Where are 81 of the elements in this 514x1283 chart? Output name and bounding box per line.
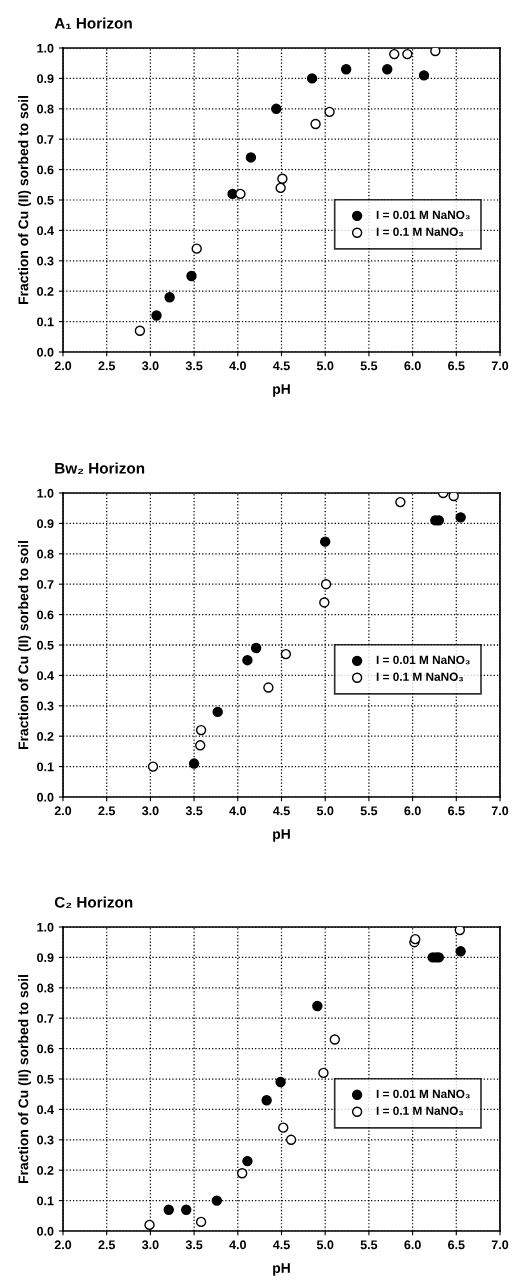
y-tick-label: 1.0 xyxy=(37,488,54,498)
x-tick-label: 6.5 xyxy=(448,806,465,816)
legend-label: I = 0.01 M NaNO₃ xyxy=(376,1089,470,1099)
x-tick-label: 3.0 xyxy=(142,1240,159,1250)
y-tick-label: 0.6 xyxy=(37,165,54,175)
y-tick-label: 0.0 xyxy=(37,792,54,802)
y-tick-label: 0.7 xyxy=(37,580,54,589)
legend-label: I = 0.1 M NaNO₃ xyxy=(376,227,464,237)
y-tick-label: 0.1 xyxy=(37,1196,54,1206)
y-tick-label: 0.4 xyxy=(37,226,54,236)
y-tick-label: 0.1 xyxy=(37,762,54,772)
y-tick-label: 0.2 xyxy=(37,1166,54,1175)
y-tick-label: 0.4 xyxy=(37,671,54,681)
x-tick-label: 4.5 xyxy=(273,806,290,816)
x-tick-label: 5.0 xyxy=(316,806,334,816)
y-tick-label: 0.5 xyxy=(37,640,54,650)
x-tick-label: 4.0 xyxy=(229,1240,246,1250)
x-tick-label: 2.5 xyxy=(98,806,116,816)
x-tick-label: 3.0 xyxy=(142,361,159,371)
y-tick-label: 0.7 xyxy=(37,135,54,144)
x-tick-label: 3.5 xyxy=(185,806,203,816)
legend-label: I = 0.01 M NaNO₃ xyxy=(376,655,470,665)
x-axis-title: pH xyxy=(273,829,290,842)
x-tick-label: 5.5 xyxy=(360,361,378,371)
x-tick-label: 5.0 xyxy=(316,1240,334,1250)
y-axis-title: Fraction of Cu (II) sorbed to soil xyxy=(18,975,32,1183)
x-tick-label: 5.5 xyxy=(360,1240,378,1250)
x-tick-label: 7.0 xyxy=(491,806,509,816)
legend-label: I = 0.1 M NaNO₃ xyxy=(376,672,464,682)
y-tick-label: 0.0 xyxy=(37,1226,54,1236)
y-tick-label: 0.7 xyxy=(37,1014,54,1023)
y-tick-label: 0.8 xyxy=(37,104,54,114)
chart-title: A₁ Horizon xyxy=(54,17,132,30)
x-tick-label: 4.5 xyxy=(273,361,290,371)
x-tick-label: 2.0 xyxy=(54,806,72,816)
y-tick-label: 1.0 xyxy=(37,922,54,932)
x-tick-label: 6.0 xyxy=(404,1240,421,1250)
y-tick-label: 0.5 xyxy=(37,195,54,205)
y-tick-label: 0.3 xyxy=(37,701,54,711)
x-tick-label: 2.5 xyxy=(98,361,116,371)
x-tick-label: 3.5 xyxy=(185,361,203,371)
y-tick-label: 0.3 xyxy=(37,1135,54,1145)
y-tick-label: 0.5 xyxy=(37,1074,54,1084)
y-tick-label: 0.9 xyxy=(37,519,54,529)
y-tick-label: 0.3 xyxy=(37,256,54,266)
y-tick-label: 0.9 xyxy=(37,74,54,84)
x-tick-label: 6.0 xyxy=(404,806,421,816)
x-tick-label: 2.0 xyxy=(54,361,72,371)
y-tick-label: 0.2 xyxy=(37,732,54,741)
y-tick-label: 0.9 xyxy=(37,953,54,963)
y-axis-title: Fraction of Cu (II) sorbed to soil xyxy=(18,96,32,304)
y-tick-label: 0.1 xyxy=(37,317,54,327)
y-tick-label: 0.0 xyxy=(37,347,54,357)
x-tick-label: 4.0 xyxy=(229,361,246,371)
x-axis-title: pH xyxy=(273,1263,290,1276)
y-tick-label: 0.8 xyxy=(37,983,54,993)
x-tick-label: 5.0 xyxy=(316,361,334,371)
x-tick-label: 3.5 xyxy=(185,1240,203,1250)
x-tick-label: 6.5 xyxy=(448,361,465,371)
y-tick-label: 0.6 xyxy=(37,610,54,620)
y-tick-label: 0.8 xyxy=(37,549,54,559)
x-tick-label: 3.0 xyxy=(142,806,159,816)
y-tick-label: 0.4 xyxy=(37,1105,54,1115)
x-tick-label: 7.0 xyxy=(491,361,509,371)
x-tick-label: 6.0 xyxy=(404,361,421,371)
x-tick-label: 5.5 xyxy=(360,806,378,816)
x-tick-label: 4.5 xyxy=(273,1240,290,1250)
x-tick-label: 7.0 xyxy=(491,1240,509,1250)
chart-title: Bw₂ Horizon xyxy=(55,462,145,475)
legend-label: I = 0.1 M NaNO₃ xyxy=(376,1106,464,1116)
x-tick-label: 2.5 xyxy=(98,1240,116,1250)
legend-label: I = 0.01 M NaNO₃ xyxy=(376,210,470,220)
y-tick-label: 1.0 xyxy=(37,43,54,53)
chart-title: C₂ Horizon xyxy=(54,896,133,909)
y-tick-label: 0.2 xyxy=(37,287,54,296)
x-axis-title: pH xyxy=(273,384,290,397)
x-tick-label: 4.0 xyxy=(229,806,246,816)
x-tick-label: 2.0 xyxy=(54,1240,72,1250)
y-tick-label: 0.6 xyxy=(37,1044,54,1054)
y-axis-title: Fraction of Cu (II) sorbed to soil xyxy=(18,541,32,749)
x-tick-label: 6.5 xyxy=(448,1240,465,1250)
